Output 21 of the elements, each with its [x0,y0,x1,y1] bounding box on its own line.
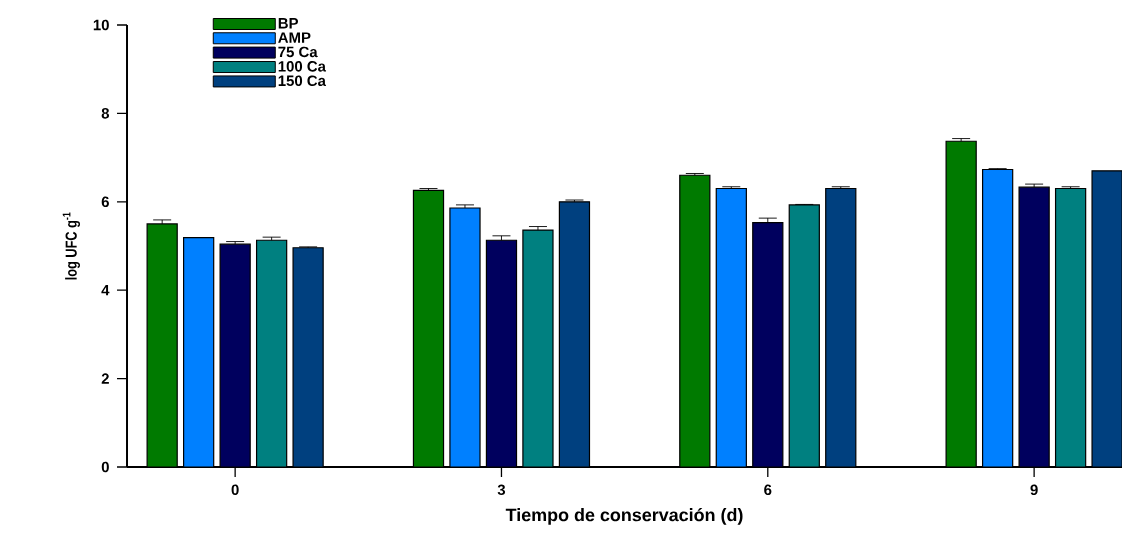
y-tick-label: 4 [101,285,110,296]
y-tick-label: 6 [101,196,109,208]
legend-label: AMP [278,32,311,43]
bar [558,201,591,468]
legend-label: 100 Ca [278,61,327,72]
legend-label: 150 Ca [278,75,327,87]
bar [1091,170,1122,468]
x-tick-label: 9 [1030,484,1038,496]
y-tick-label: 2 [101,373,109,384]
bar [825,187,857,468]
y-tick-label: 0 [101,461,109,473]
x-tick-label: 3 [497,484,506,496]
x-axis-title: Tiempo de conservación (d) [505,507,743,525]
legend-label: BP [278,18,299,29]
legend-label: 75 Ca [278,46,318,58]
x-tick-label: 0 [231,484,239,496]
y-axis-title: log UFC g$^{-1}$ [62,212,81,280]
x-tick-label: 6 [764,484,772,496]
y-tick-label: 10 [93,19,109,31]
y-tick-label: 8 [101,108,110,119]
bar [292,247,324,468]
